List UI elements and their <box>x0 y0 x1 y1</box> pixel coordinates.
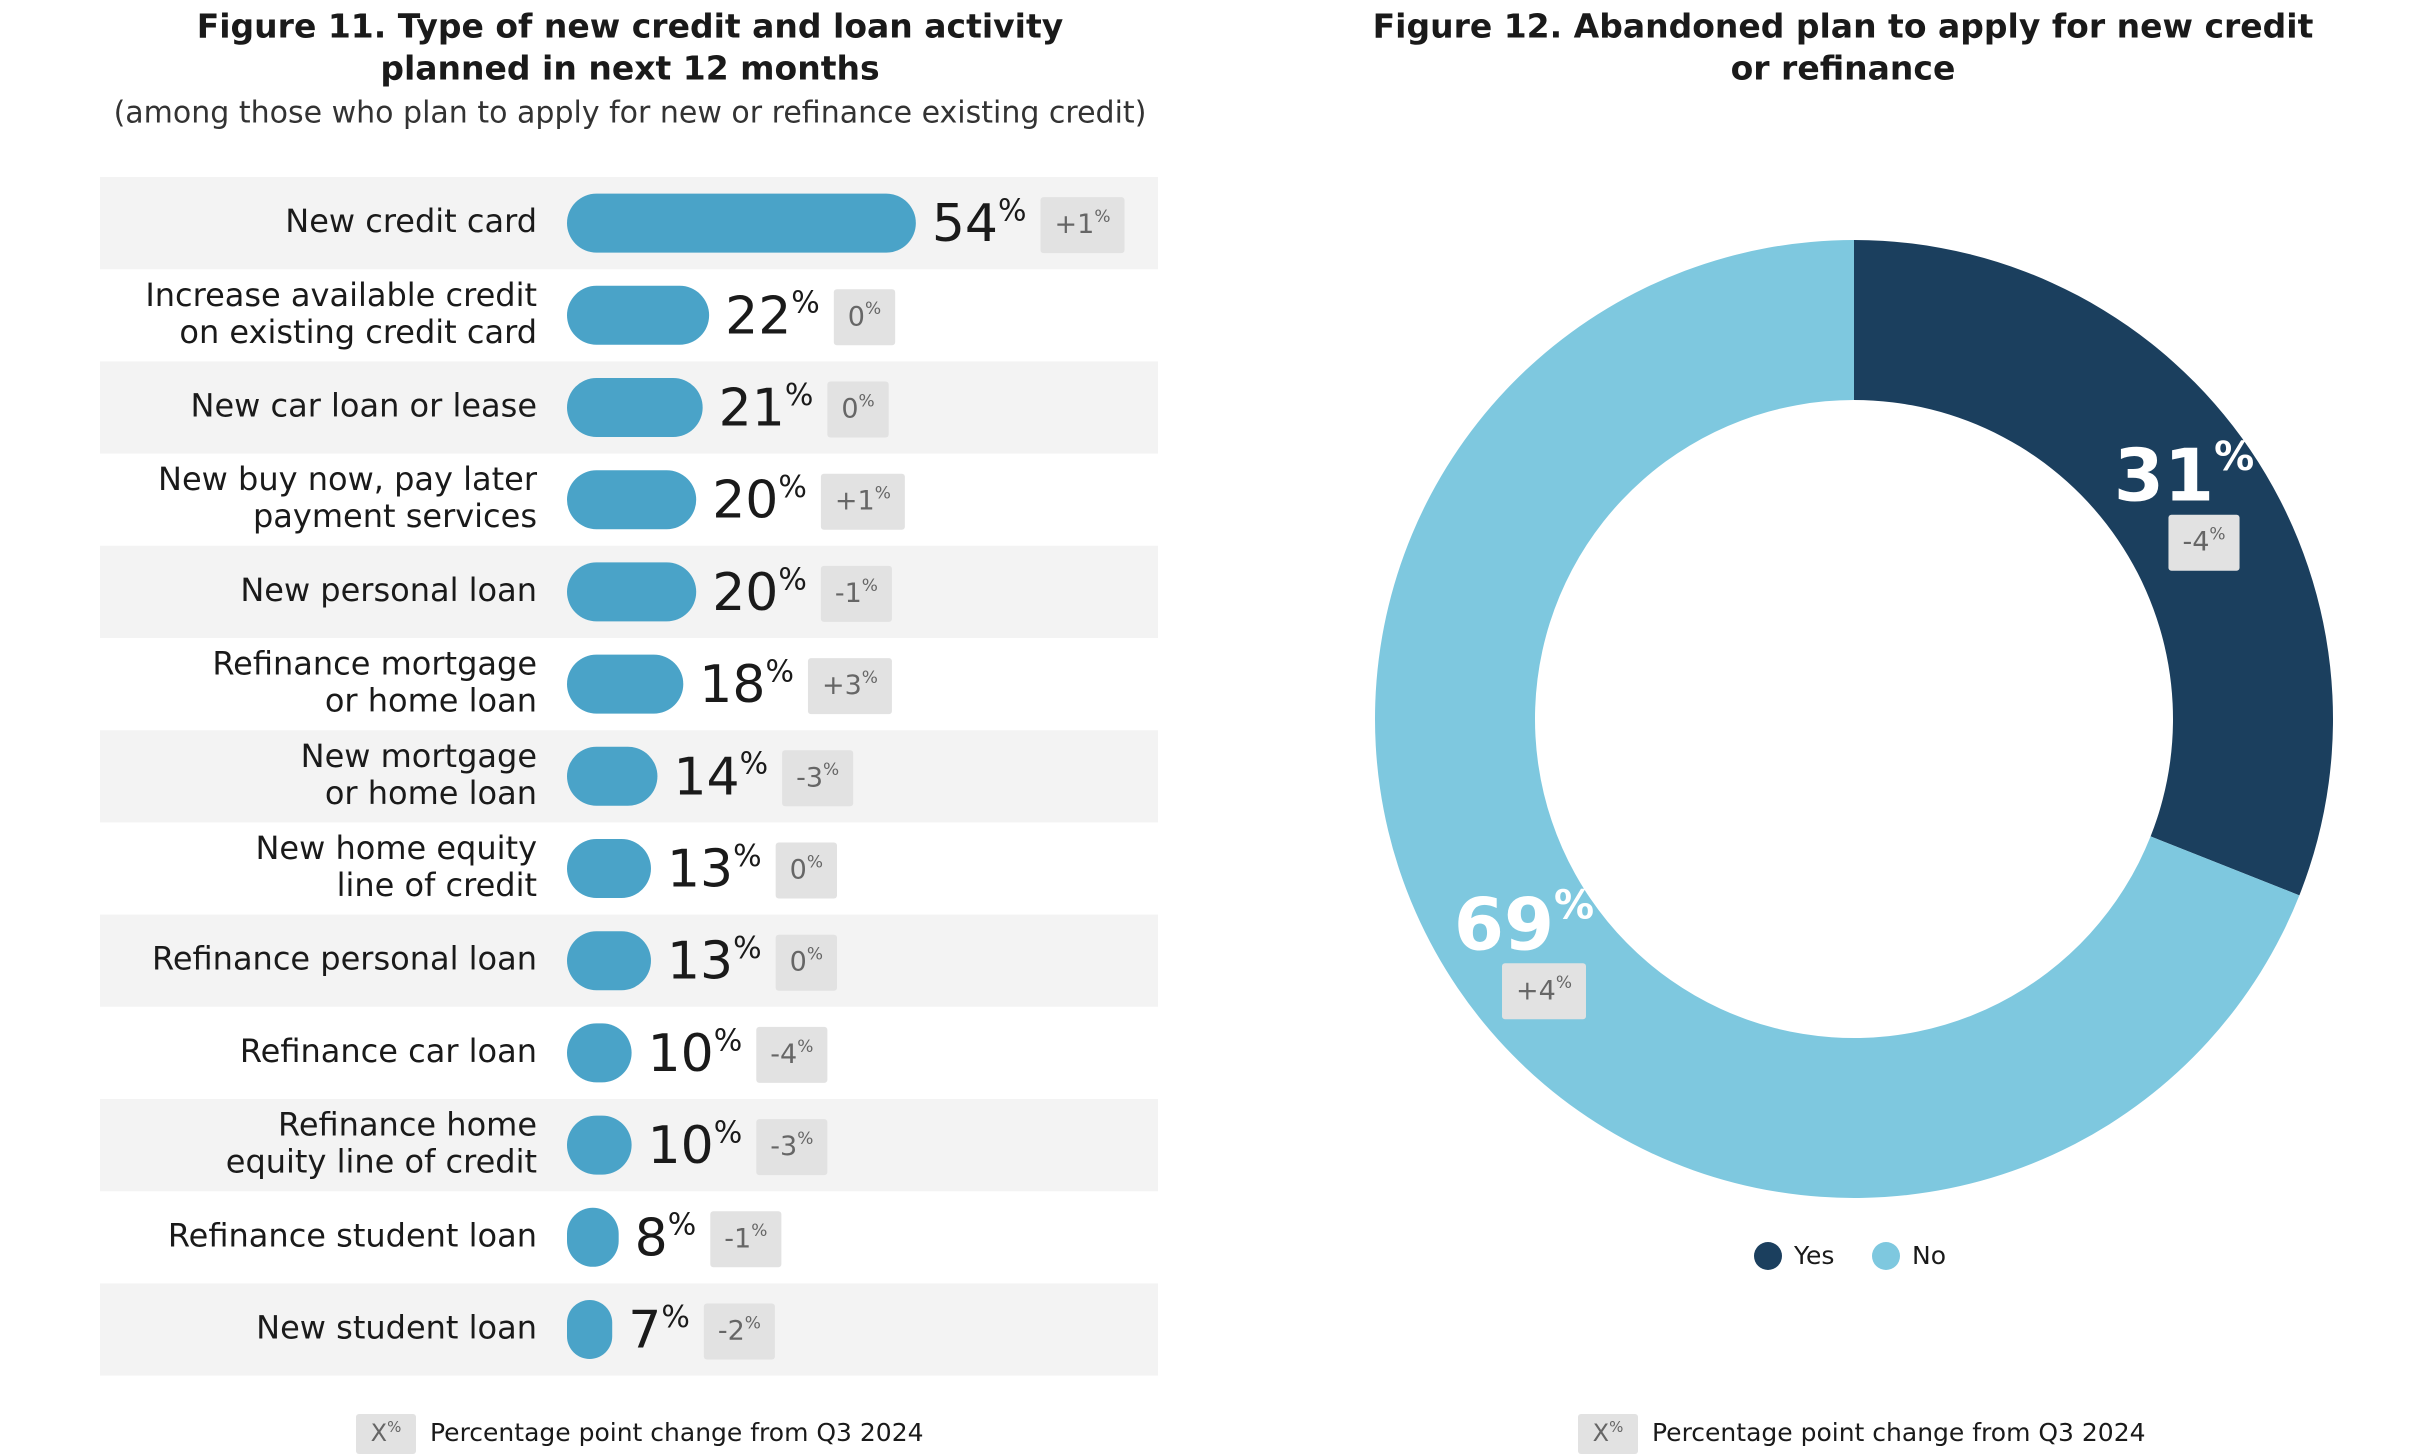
donut-slice <box>1375 240 2300 1199</box>
value-label: 22% <box>725 285 820 346</box>
change-badge <box>756 1119 828 1176</box>
change-badge <box>1040 197 1125 254</box>
value-label: 13% <box>667 838 762 899</box>
bar <box>567 470 697 530</box>
chart-subtitle: (among those who plan to apply for new o… <box>114 96 1147 131</box>
category-label: or home loan <box>325 774 537 812</box>
bar <box>567 1300 613 1359</box>
category-label: Increase available credit <box>145 276 537 314</box>
donut-slice <box>1854 240 2333 896</box>
category-label: Refinance mortgage <box>212 645 537 683</box>
note-badge <box>356 1414 416 1454</box>
value-label: 7% <box>628 1299 690 1360</box>
bar <box>567 931 651 991</box>
change-label: 0% <box>841 391 874 424</box>
category-label: New credit card <box>285 202 537 240</box>
change-badge <box>782 750 854 807</box>
change-badge <box>820 473 905 530</box>
note-symbol: X% <box>1593 1417 1624 1447</box>
value-label: 10% <box>648 1115 743 1176</box>
category-label: payment services <box>253 497 537 535</box>
chart-title: planned in next 12 months <box>380 49 879 88</box>
category-label: New home equity <box>255 829 537 867</box>
value-label: 14% <box>673 746 768 807</box>
category-label: on existing credit card <box>179 313 537 351</box>
bar <box>567 1207 619 1267</box>
value-label: 13% <box>667 931 762 992</box>
change-badge <box>833 289 896 346</box>
change-badge <box>775 842 838 899</box>
category-label: Refinance student loan <box>168 1216 537 1254</box>
bar <box>567 839 651 898</box>
change-badge <box>807 658 892 715</box>
category-label: equity line of credit <box>226 1143 537 1181</box>
category-label: Refinance home <box>278 1106 537 1144</box>
change-label: 0% <box>790 945 823 978</box>
change-label: +1% <box>1055 207 1111 240</box>
value-label: 20% <box>712 562 807 623</box>
category-label: or home loan <box>325 682 537 720</box>
legend-swatch <box>1872 1242 1900 1270</box>
value-label: 20% <box>712 470 807 531</box>
category-label: line of credit <box>337 866 537 904</box>
bar <box>567 193 916 253</box>
change-label: +1% <box>835 484 891 517</box>
bar <box>567 1023 632 1083</box>
change-badge <box>703 1303 775 1360</box>
change-badge <box>827 381 889 438</box>
legend-swatch <box>1754 1242 1782 1270</box>
value-label: 8% <box>635 1207 697 1268</box>
change-label: -1% <box>835 576 878 609</box>
category-label: Refinance car loan <box>240 1032 537 1070</box>
category-label: New car loan or lease <box>191 387 537 425</box>
value-label: 54% <box>932 193 1027 254</box>
change-label: -3% <box>796 760 839 793</box>
change-badge <box>1502 963 1586 1020</box>
row-band <box>100 1283 1158 1376</box>
value-label: 10% <box>648 1023 743 1084</box>
chart-title: or refinance <box>1731 49 1956 88</box>
change-label: -1% <box>724 1221 767 1254</box>
change-badge <box>2168 514 2240 571</box>
bar <box>567 562 697 622</box>
legend-label: No <box>1912 1241 1946 1270</box>
bar <box>567 654 684 714</box>
category-label: New mortgage <box>301 737 537 775</box>
value-label: 18% <box>699 654 794 715</box>
change-badge <box>756 1026 828 1083</box>
change-label: 0% <box>790 852 823 885</box>
chart-title: Figure 11. Type of new credit and loan a… <box>197 7 1064 46</box>
category-label: New buy now, pay later <box>158 460 538 498</box>
bar <box>567 378 703 437</box>
change-label: -4% <box>2182 525 2225 558</box>
note-text: Percentage point change from Q3 2024 <box>1652 1418 2146 1447</box>
value-label: 21% <box>719 377 814 438</box>
category-label: New personal loan <box>240 571 537 609</box>
value-label: 31% <box>2114 433 2254 517</box>
chart-title: Figure 12. Abandoned plan to apply for n… <box>1373 7 2314 46</box>
change-label: 0% <box>848 299 881 332</box>
change-label: +4% <box>1516 973 1572 1006</box>
change-label: +3% <box>822 668 878 701</box>
note-symbol: X% <box>371 1417 402 1447</box>
change-badge <box>710 1211 782 1268</box>
value-label: 69% <box>1454 882 1594 966</box>
note-text: Percentage point change from Q3 2024 <box>430 1418 924 1447</box>
legend-label: Yes <box>1793 1241 1834 1270</box>
change-label: -4% <box>770 1037 813 1070</box>
note-badge <box>1578 1414 1638 1454</box>
change-label: -3% <box>770 1129 813 1162</box>
change-badge <box>775 934 838 991</box>
bar <box>567 1115 632 1175</box>
change-badge <box>820 565 892 622</box>
category-label: Refinance personal loan <box>152 940 537 978</box>
change-label: -2% <box>718 1313 761 1346</box>
category-label: New student loan <box>256 1309 537 1347</box>
bar <box>567 285 710 345</box>
bar <box>567 746 658 806</box>
